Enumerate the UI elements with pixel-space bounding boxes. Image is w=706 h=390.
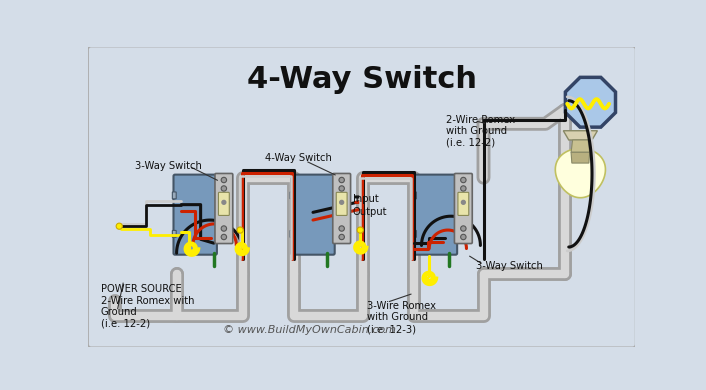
FancyBboxPatch shape [333,174,351,243]
FancyBboxPatch shape [458,192,469,215]
FancyBboxPatch shape [412,230,417,238]
Circle shape [116,223,122,229]
Polygon shape [571,152,590,163]
Circle shape [339,234,345,240]
FancyBboxPatch shape [455,174,472,243]
FancyBboxPatch shape [336,192,347,215]
Circle shape [221,177,227,183]
Circle shape [339,177,345,183]
Text: 3-Way Switch: 3-Way Switch [135,161,202,171]
Circle shape [221,186,227,191]
Polygon shape [571,140,590,152]
Circle shape [460,226,466,231]
Circle shape [222,200,226,204]
FancyBboxPatch shape [414,175,457,255]
Text: POWER SOURCE
2-Wire Romex with
Ground
(i.e. 12-2): POWER SOURCE 2-Wire Romex with Ground (i… [101,284,194,329]
Circle shape [460,177,466,183]
FancyBboxPatch shape [412,192,417,199]
Circle shape [340,200,344,204]
Circle shape [221,234,227,240]
FancyBboxPatch shape [292,175,335,255]
Polygon shape [566,77,616,127]
Text: 4-Way Switch: 4-Way Switch [265,153,332,163]
FancyBboxPatch shape [172,230,176,238]
Circle shape [460,234,466,240]
Polygon shape [563,131,597,140]
Text: 3-Way Switch: 3-Way Switch [476,261,543,271]
FancyBboxPatch shape [218,192,229,215]
Circle shape [221,226,227,231]
Text: Output: Output [352,207,387,216]
Text: Input: Input [352,194,378,204]
FancyBboxPatch shape [174,175,217,255]
Circle shape [462,200,465,204]
Circle shape [237,227,244,233]
Polygon shape [556,149,606,198]
FancyBboxPatch shape [290,230,294,238]
FancyBboxPatch shape [172,192,176,199]
Text: 3-Wire Romex
with Ground
(i.e. 12-3): 3-Wire Romex with Ground (i.e. 12-3) [367,301,436,334]
Text: 4-Way Switch: 4-Way Switch [247,65,477,94]
Circle shape [460,186,466,191]
Circle shape [339,186,345,191]
Text: © www.BuildMyOwnCabin.com: © www.BuildMyOwnCabin.com [222,325,395,335]
Circle shape [339,226,345,231]
FancyBboxPatch shape [215,174,233,243]
Circle shape [357,227,364,233]
Text: 2-Wire Romex
with Ground
(i.e. 12-2): 2-Wire Romex with Ground (i.e. 12-2) [446,115,515,148]
FancyBboxPatch shape [290,192,294,199]
